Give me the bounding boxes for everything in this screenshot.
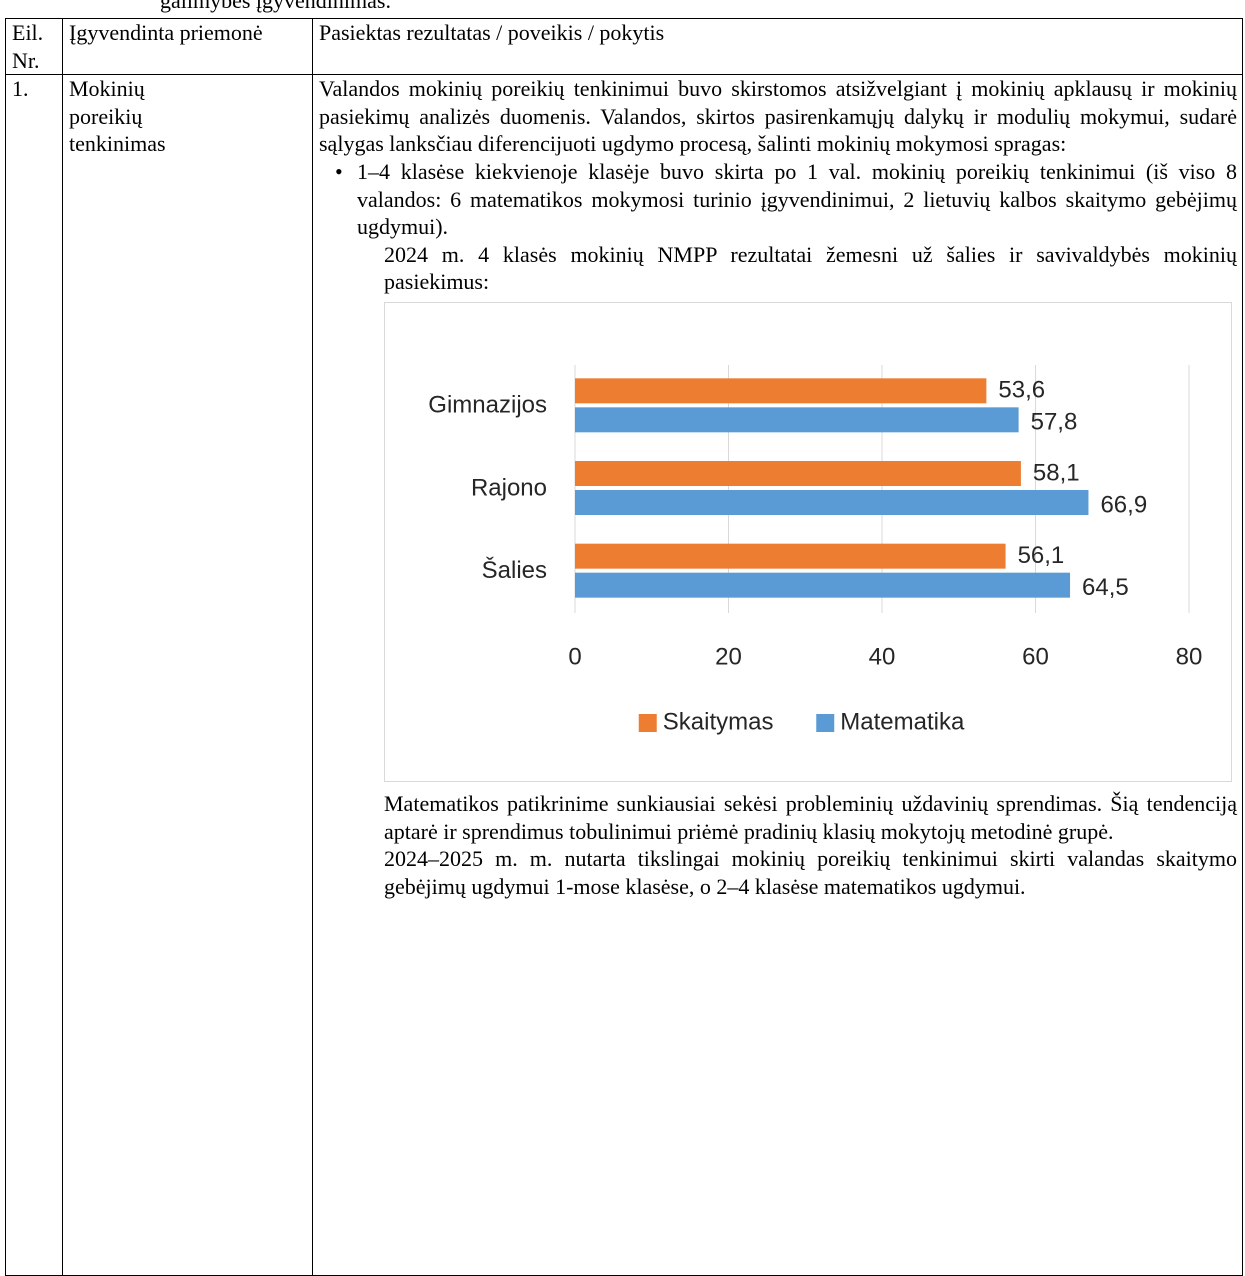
bar xyxy=(575,543,1006,569)
bar xyxy=(575,460,1021,486)
paragraph: Valandos mokinių poreikių tenkinimui buv… xyxy=(319,76,1237,157)
number-cell: 1. xyxy=(5,74,63,1276)
y-tick-label: Šalies xyxy=(482,556,547,584)
bar xyxy=(575,407,1019,433)
body-row: 1. Mokinių poreikių tenkinimas Valandos … xyxy=(5,74,1243,1276)
header-row: Eil. Nr. Įgyvendinta priemonė Pasiektas … xyxy=(5,17,1243,76)
x-tick-label: 60 xyxy=(1022,643,1049,670)
value-label: 56,1 xyxy=(1018,542,1065,569)
header-cell: Įgyvendinta priemonė xyxy=(62,17,313,76)
paragraph: 2024–2025 m. m. nutarta tikslingai mokin… xyxy=(384,846,1237,899)
bar xyxy=(575,378,987,404)
legend-swatch xyxy=(816,713,835,732)
result-cell: Valandos mokinių poreikių tenkinimui buv… xyxy=(312,74,1243,1276)
page-fragment: galimybės įgyvendinimas. xyxy=(160,0,391,13)
bullet-item: • 1–4 klasėse kiekvienoje klasėje buvo sk… xyxy=(335,158,1237,241)
paragraph: 2024 m. 4 klasės mokinių NMPP rezultatai… xyxy=(384,241,1237,295)
value-label: 58,1 xyxy=(1033,459,1080,486)
header-cell: Eil. Nr. xyxy=(5,17,63,76)
y-tick-label: Rajono xyxy=(471,474,547,501)
x-tick-label: 80 xyxy=(1176,643,1203,670)
legend-label: Skaitymas xyxy=(663,708,774,735)
page: Document {"page_fragment": "galimybės įg… xyxy=(5,0,1243,1276)
chart: 0 20 40 60 80 Gimnazijos 53,6 57,8 Rajono 58,1 66,… xyxy=(384,301,1232,782)
value-label: 57,8 xyxy=(1031,409,1078,436)
value-label: 66,9 xyxy=(1100,491,1147,518)
legend-label: Matematika xyxy=(840,708,965,735)
document: galimybės įgyvendinimas. Eil. Nr. Įgyven… xyxy=(5,0,1243,1276)
value-label: 64,5 xyxy=(1082,574,1129,601)
measure: Mokinių poreikių tenkinimas xyxy=(69,76,166,157)
legend-swatch xyxy=(638,713,657,732)
bullet-text: 1–4 klasėse kiekvienoje klasėje buvo ski… xyxy=(357,158,1237,240)
measure-cell: Mokinių poreikių tenkinimas xyxy=(62,74,313,1276)
paragraph: Matematikos patikrinime sunkiausiai sekė… xyxy=(384,790,1237,844)
x-tick-label: 40 xyxy=(869,643,896,670)
bar xyxy=(575,489,1089,515)
value-label: 53,6 xyxy=(998,377,1045,404)
x-tick-label: 20 xyxy=(715,643,742,670)
header-cell: Pasiektas rezultatas / poveikis / pokyti… xyxy=(312,17,1243,76)
x-tick-label: 0 xyxy=(568,643,581,670)
bullet: • xyxy=(335,158,343,184)
table: Eil. Nr. Įgyvendinta priemonė Pasiektas … xyxy=(5,17,1243,1276)
y-tick-label: Gimnazijos xyxy=(428,392,547,419)
bar xyxy=(575,572,1071,598)
